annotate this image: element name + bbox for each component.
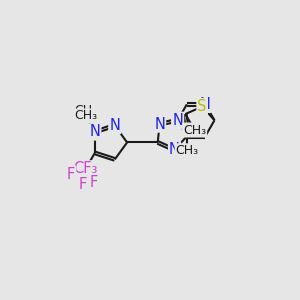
- Text: N: N: [172, 113, 183, 128]
- Text: N: N: [169, 142, 180, 158]
- Text: CH₃: CH₃: [74, 110, 97, 122]
- Text: CF₃: CF₃: [74, 161, 98, 176]
- Text: N: N: [109, 118, 120, 133]
- Text: F: F: [89, 175, 98, 190]
- Text: N: N: [154, 117, 165, 132]
- Text: F: F: [67, 167, 75, 182]
- Text: CH₃: CH₃: [74, 104, 97, 117]
- Text: N: N: [200, 97, 211, 112]
- Text: S: S: [197, 99, 207, 114]
- Text: CH₃: CH₃: [183, 124, 206, 136]
- Text: N: N: [89, 124, 100, 140]
- Text: CH₃: CH₃: [176, 144, 199, 157]
- Text: F: F: [79, 177, 87, 192]
